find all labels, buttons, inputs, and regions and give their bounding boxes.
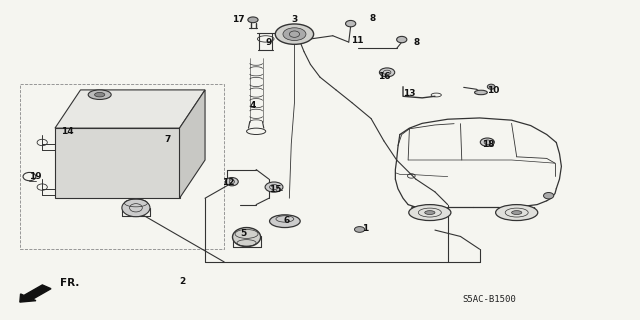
Text: 18: 18	[483, 140, 495, 149]
Polygon shape	[55, 90, 205, 128]
Ellipse shape	[409, 204, 451, 220]
Text: 8: 8	[370, 14, 376, 23]
Text: 11: 11	[351, 36, 364, 45]
Ellipse shape	[425, 211, 435, 214]
Text: 15: 15	[269, 185, 282, 194]
Ellipse shape	[283, 28, 306, 41]
Text: 16: 16	[378, 72, 390, 81]
Text: 2: 2	[180, 277, 186, 286]
Text: FR.: FR.	[60, 278, 79, 288]
Ellipse shape	[269, 215, 300, 228]
Text: 4: 4	[250, 101, 256, 110]
Text: 10: 10	[488, 86, 500, 95]
Text: 1: 1	[362, 224, 368, 233]
Ellipse shape	[248, 17, 258, 23]
Ellipse shape	[543, 193, 554, 199]
Text: 17: 17	[232, 15, 244, 24]
Ellipse shape	[511, 211, 522, 214]
FancyArrow shape	[20, 285, 51, 302]
Ellipse shape	[265, 182, 283, 192]
Text: 3: 3	[291, 15, 298, 24]
Text: 19: 19	[29, 172, 42, 181]
Text: 6: 6	[283, 216, 289, 225]
Ellipse shape	[225, 178, 238, 186]
Ellipse shape	[480, 138, 494, 146]
Text: 14: 14	[61, 127, 74, 136]
Ellipse shape	[380, 68, 395, 77]
Ellipse shape	[495, 204, 538, 220]
Text: 9: 9	[266, 38, 272, 47]
Text: 8: 8	[414, 38, 420, 47]
Polygon shape	[179, 90, 205, 198]
Text: S5AC-B1500: S5AC-B1500	[462, 295, 516, 304]
Ellipse shape	[88, 90, 111, 100]
Text: 12: 12	[222, 178, 234, 187]
Text: 7: 7	[165, 135, 171, 144]
Ellipse shape	[275, 24, 314, 44]
Polygon shape	[55, 128, 179, 198]
Ellipse shape	[487, 84, 495, 89]
Text: 5: 5	[240, 229, 246, 238]
Ellipse shape	[346, 20, 356, 27]
Ellipse shape	[95, 92, 105, 97]
Ellipse shape	[122, 199, 150, 217]
Ellipse shape	[355, 227, 365, 232]
Text: 13: 13	[403, 89, 415, 98]
Ellipse shape	[232, 228, 260, 247]
Ellipse shape	[474, 90, 487, 95]
Ellipse shape	[397, 36, 407, 43]
